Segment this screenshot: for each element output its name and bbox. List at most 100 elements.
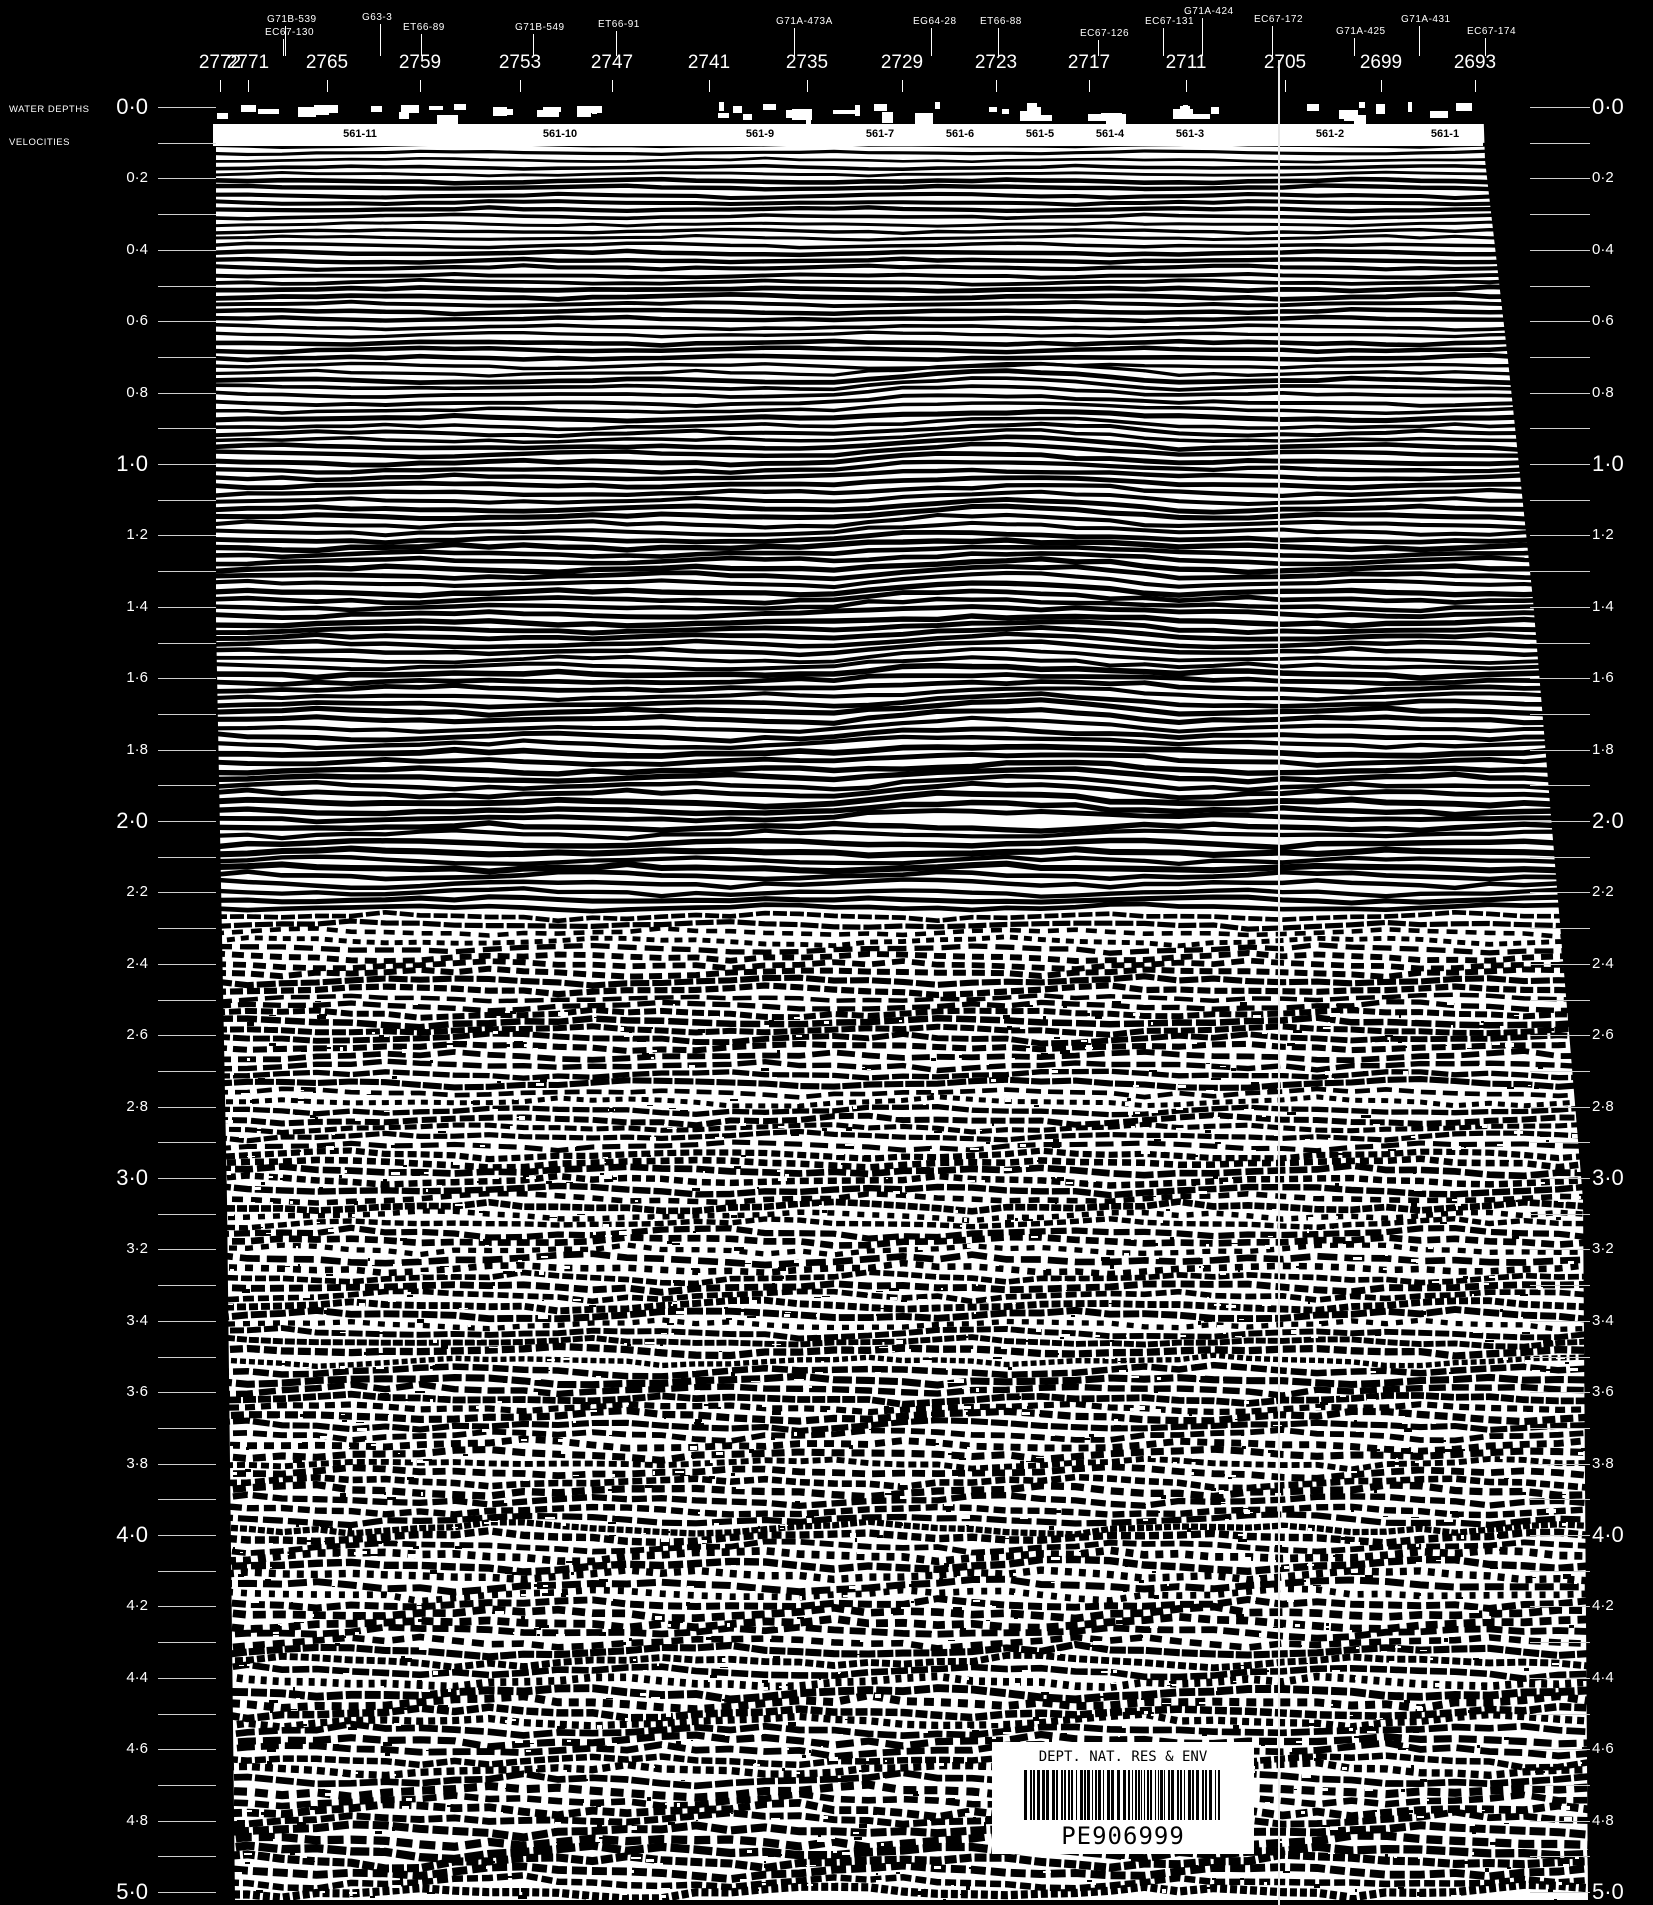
right-time-label: 1·0 (1592, 451, 1624, 476)
seismic-noise (476, 1406, 484, 1409)
seismic-noise (1403, 1504, 1408, 1505)
seismic-noise (739, 1123, 746, 1126)
seismic-noise (438, 1705, 448, 1707)
water-depth-mark (493, 107, 507, 116)
seismic-noise (1241, 1439, 1248, 1443)
seismic-noise (1240, 1878, 1244, 1880)
seismic-noise (1022, 1412, 1030, 1415)
seismic-noise (512, 1572, 518, 1575)
seismic-noise (992, 1737, 996, 1739)
seismic-noise (356, 1787, 360, 1789)
left-time-label: 4·0 (116, 1522, 148, 1547)
seismic-noise (1435, 1683, 1444, 1687)
seismic-noise (1317, 1226, 1322, 1230)
seismic-reflector (213, 408, 1593, 424)
seismic-noise (247, 1156, 255, 1157)
seismic-noise (1085, 1087, 1092, 1089)
seismic-noise (1568, 1261, 1574, 1264)
seismic-noise (1066, 1391, 1069, 1394)
seismic-noise (1139, 1504, 1146, 1505)
water-depth-mark (855, 105, 860, 116)
seismic-reflector (213, 619, 1593, 636)
seismic-noise (1011, 1134, 1014, 1136)
left-time-subgridline (158, 785, 216, 787)
right-time-gridline (1530, 678, 1590, 680)
seismic-noise (539, 1271, 544, 1275)
water-depth-mark (399, 112, 409, 119)
seismic-noise (1477, 1745, 1480, 1748)
seismic-noise (1233, 1681, 1241, 1682)
seismic-noise (326, 1146, 334, 1150)
velocity-label: 561-9 (745, 128, 775, 140)
velocity-label: 561-3 (1175, 128, 1205, 140)
left-time-subgridline (158, 1213, 216, 1215)
seismic-noise (687, 1586, 694, 1590)
seismic-noise (608, 1522, 616, 1524)
barcode-bar (1046, 1770, 1049, 1820)
seismic-reflector (213, 1023, 1593, 1038)
left-time-subgridline (158, 428, 216, 430)
seismic-noise (1180, 1854, 1183, 1856)
seismic-noise (716, 1452, 723, 1455)
right-time-gridline (1530, 1249, 1590, 1251)
seismic-noise (676, 1311, 685, 1314)
velocity-label: 561-2 (1315, 128, 1345, 140)
seismic-noise (885, 1760, 887, 1762)
seismic-noise (1241, 1433, 1244, 1436)
seismic-noise (1564, 1817, 1572, 1821)
right-time-subgridline (1530, 1070, 1590, 1072)
seismic-noise (948, 1453, 958, 1455)
seismic-noise (573, 1419, 576, 1423)
seismic-noise (603, 1224, 609, 1228)
well-tick (1272, 26, 1273, 56)
seismic-noise (296, 1524, 299, 1527)
seismic-noise (269, 1043, 276, 1046)
seismic-reflector (213, 1555, 1593, 1576)
seismic-noise (402, 1806, 409, 1810)
seismic-noise (1243, 1508, 1250, 1509)
seismic-noise (1272, 1451, 1278, 1454)
seismic-noise (547, 1359, 555, 1361)
seismic-reflector (213, 1463, 1593, 1482)
seismic-noise (828, 1605, 837, 1607)
seismic-noise (651, 1057, 654, 1059)
seismic-noise (915, 1791, 918, 1795)
seismic-noise (606, 1818, 609, 1820)
seismic-noise (629, 1638, 632, 1641)
seismic-noise (1003, 1732, 1013, 1734)
seismic-noise (1232, 1177, 1241, 1179)
seismic-noise (876, 1314, 881, 1316)
seismic-noise (1444, 1449, 1453, 1452)
left-time-gridline (158, 1606, 216, 1608)
seismic-noise (498, 1218, 504, 1220)
right-time-gridline (1530, 178, 1590, 180)
seismic-noise (342, 1775, 347, 1776)
seismic-noise (257, 1227, 263, 1228)
seismic-noise (771, 1077, 777, 1080)
water-depth-mark (915, 113, 933, 125)
seismic-noise (661, 1538, 669, 1542)
seismic-noise (1398, 1748, 1406, 1750)
seismic-noise (272, 1634, 282, 1635)
velocity-label: 561-5 (1025, 128, 1055, 140)
seismic-noise (1137, 1406, 1145, 1410)
water-depth-mark (1408, 102, 1412, 112)
seismic-noise (1194, 1053, 1203, 1056)
seismic-noise (822, 1210, 827, 1213)
barcode-bar (1171, 1770, 1174, 1820)
seismic-noise (1233, 1725, 1239, 1729)
seismic-noise (754, 1889, 759, 1891)
water-depth-mark (1192, 114, 1210, 119)
seismic-noise (1244, 1109, 1254, 1111)
seismic-noise (1027, 1406, 1033, 1409)
water-depths-label: WATER DEPTHS (9, 104, 90, 115)
right-time-gridline (1530, 963, 1590, 965)
seismic-reflector (213, 1538, 1593, 1557)
seismic-noise (1575, 1856, 1579, 1859)
seismic-noise (1116, 1620, 1125, 1624)
seismic-noise (391, 1145, 396, 1148)
seismic-reflector (213, 596, 1593, 614)
seismic-noise (885, 1493, 894, 1495)
shotpoint-label: 2772 (198, 52, 242, 73)
seismic-noise (455, 1546, 462, 1549)
